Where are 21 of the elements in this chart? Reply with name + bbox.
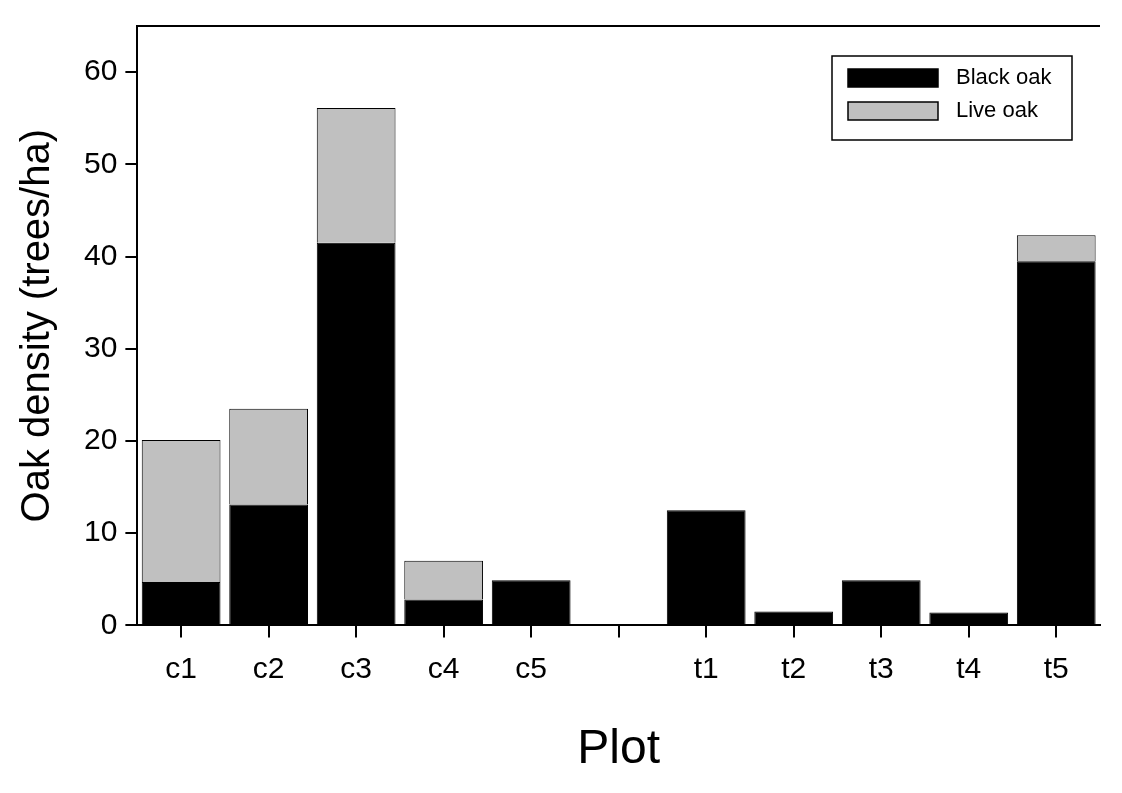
y-axis-title: Oak density (trees/ha) xyxy=(13,128,58,523)
y-tick-label: 60 xyxy=(83,53,118,87)
x-tick-label: t5 xyxy=(1043,650,1069,684)
x-tick-label: t1 xyxy=(693,650,719,684)
x-tick-label: c1 xyxy=(165,650,197,684)
y-tick-label: 10 xyxy=(83,514,118,548)
y-tick-label: 50 xyxy=(83,145,118,179)
x-tick-label: t4 xyxy=(956,650,982,684)
y-tick-label: 40 xyxy=(83,237,118,271)
legend-label: Black oak xyxy=(956,64,1053,90)
y-tick-label: 0 xyxy=(100,606,118,640)
y-tick-label: 30 xyxy=(83,330,118,364)
x-tick-label: t2 xyxy=(781,650,807,684)
x-tick-label: c2 xyxy=(252,650,285,684)
x-tick-label: c4 xyxy=(427,650,460,684)
x-tick-label: t3 xyxy=(868,650,894,684)
legend-label: Live oak xyxy=(956,97,1039,123)
x-tick-label: c3 xyxy=(340,650,372,684)
y-tick-label: 20 xyxy=(83,422,118,456)
x-tick-label: c5 xyxy=(515,650,548,684)
x-axis-title: Plot xyxy=(577,720,661,774)
